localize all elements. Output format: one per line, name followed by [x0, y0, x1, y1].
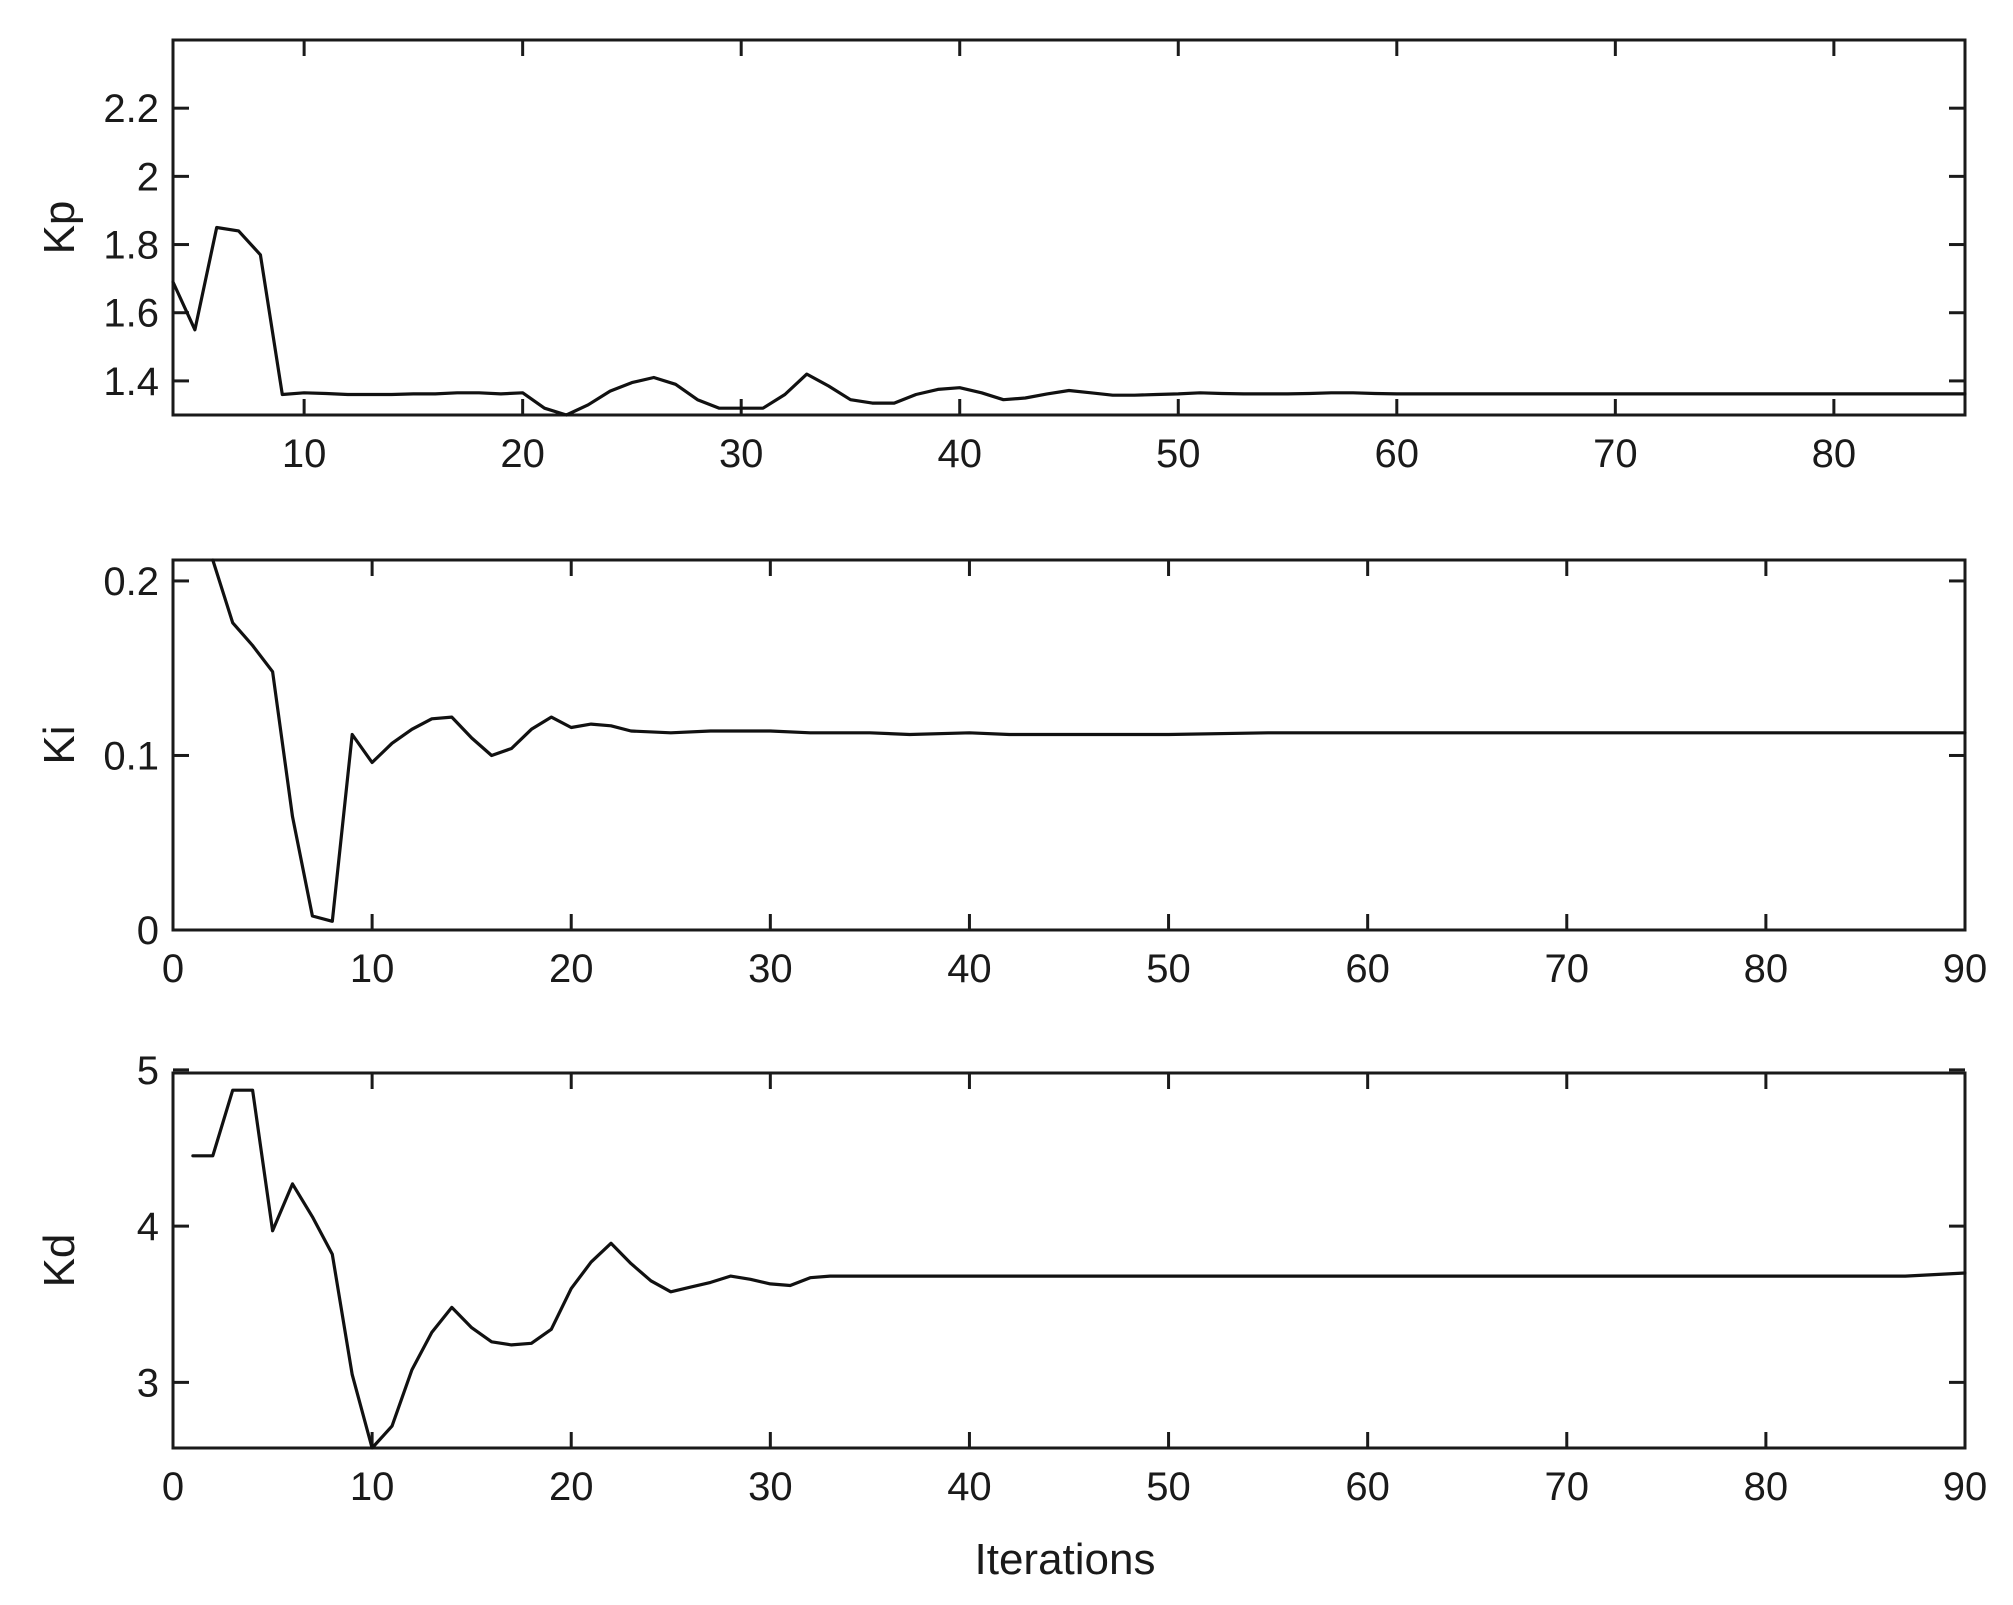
kd-y-tick-label: 5	[137, 1049, 159, 1093]
kp-x-tick-label: 40	[937, 432, 982, 476]
ki-series-line	[211, 558, 1967, 923]
kp-subplot: 10 20 30 40 50 60 70 80 1.4 1.6 1.8 2 2.2 Kp	[35, 38, 1967, 476]
kp-axes-frame	[171, 38, 1967, 417]
kp-y-tick-label: 1.6	[103, 292, 159, 336]
ki-y-tick-label: 0	[137, 909, 159, 953]
kd-x-tick-label: 10	[350, 1465, 395, 1509]
kp-x-tick-label: 50	[1156, 432, 1201, 476]
kd-axes-frame	[171, 1071, 1967, 1450]
kp-x-tick-label: 30	[719, 432, 764, 476]
kd-y-tick-label: 3	[137, 1361, 159, 1405]
ki-y-tick-label: 0.2	[103, 560, 159, 604]
kd-subplot: 0 10 20 30 40 50 60 70 80 90 3 4 5 Kd	[35, 1049, 1987, 1509]
ki-x-tick-label: 20	[549, 947, 594, 991]
kp-x-tick-label: 60	[1375, 432, 1420, 476]
kd-x-tick-label: 20	[549, 1465, 594, 1509]
ki-x-tick-label: 40	[947, 947, 992, 991]
ki-x-tick-label: 60	[1345, 947, 1390, 991]
kp-x-tick-label: 10	[282, 432, 327, 476]
ki-x-tick-label: 0	[162, 947, 184, 991]
kd-y-tick-label: 4	[137, 1205, 159, 1249]
ki-x-tick-label: 30	[748, 947, 793, 991]
ki-y-tick-label: 0.1	[103, 734, 159, 778]
kp-y-tick-label: 1.4	[103, 360, 159, 404]
kp-x-tick-label: 70	[1593, 432, 1638, 476]
kp-x-tick-label: 20	[500, 432, 545, 476]
x-axis-label-iterations: Iterations	[975, 1535, 1156, 1584]
ki-x-tick-label: 10	[350, 947, 395, 991]
kd-x-tick-label: 90	[1943, 1465, 1988, 1509]
kd-x-tick-label: 50	[1146, 1465, 1191, 1509]
kd-x-tick-label: 70	[1545, 1465, 1590, 1509]
ki-x-tick-label: 50	[1146, 947, 1191, 991]
kd-x-tick-label: 30	[748, 1465, 793, 1509]
kp-y-tick-label: 2	[137, 155, 159, 199]
kd-series-line	[191, 1088, 1967, 1450]
kd-x-tick-label: 60	[1345, 1465, 1390, 1509]
kd-y-axis-label: Kd	[35, 1234, 84, 1288]
kp-x-tick-label: 80	[1812, 432, 1857, 476]
ki-x-tick-label: 80	[1744, 947, 1789, 991]
kp-series-line	[171, 225, 1967, 417]
kd-x-tick-label: 0	[162, 1465, 184, 1509]
kp-y-axis-label: Kp	[35, 201, 84, 255]
ki-y-axis-label: Ki	[35, 725, 84, 764]
kd-x-tick-label: 40	[947, 1465, 992, 1509]
kd-x-tick-label: 80	[1744, 1465, 1789, 1509]
kp-y-tick-label: 2.2	[103, 87, 159, 131]
ki-x-tick-label: 90	[1943, 947, 1988, 991]
ki-subplot: 0 10 20 30 40 50 60 70 80 90 0 0.1 0.2 Ki	[35, 558, 1988, 991]
ki-x-tick-label: 70	[1545, 947, 1590, 991]
ki-axes-frame	[171, 558, 1967, 932]
kp-y-tick-label: 1.8	[103, 224, 159, 268]
